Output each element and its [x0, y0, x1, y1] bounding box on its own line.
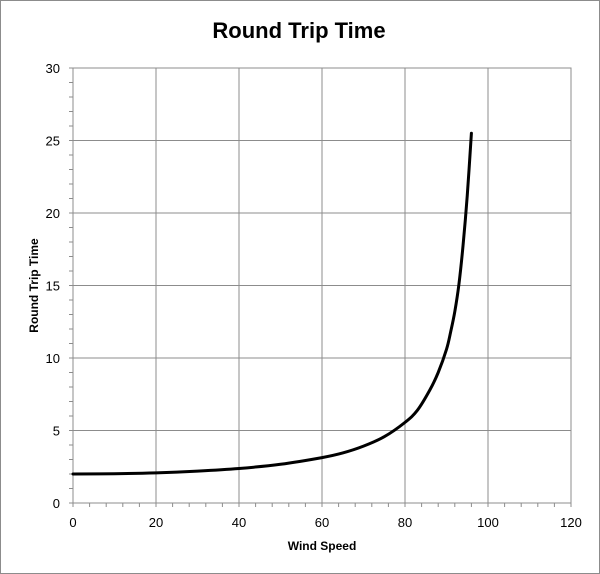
grid-lines [72, 67, 572, 504]
minor-ticks [69, 67, 572, 507]
x-tick-label: 100 [477, 515, 499, 530]
y-tick-label: 25 [46, 134, 60, 149]
y-tick-label: 20 [46, 206, 60, 221]
plot-area [72, 67, 572, 504]
x-axis-title: Wind Speed [288, 539, 357, 553]
x-tick-label: 40 [232, 515, 246, 530]
y-tick-labels: 0 5 10 15 20 25 30 [46, 61, 60, 511]
y-tick-label: 30 [46, 61, 60, 76]
chart-title: Round Trip Time [212, 18, 386, 43]
x-tick-label: 20 [149, 515, 163, 530]
x-tick-label: 60 [315, 515, 329, 530]
y-tick-label: 5 [53, 424, 60, 439]
x-tick-label: 80 [398, 515, 412, 530]
y-tick-label: 10 [46, 351, 60, 366]
x-tick-labels: 0 20 40 60 80 100 120 [69, 515, 581, 530]
y-axis-title: Round Trip Time [27, 238, 41, 333]
x-tick-label: 0 [69, 515, 76, 530]
series-line [71, 131, 473, 476]
y-tick-label: 15 [46, 279, 60, 294]
x-tick-label: 120 [560, 515, 582, 530]
y-tick-label: 0 [53, 496, 60, 511]
